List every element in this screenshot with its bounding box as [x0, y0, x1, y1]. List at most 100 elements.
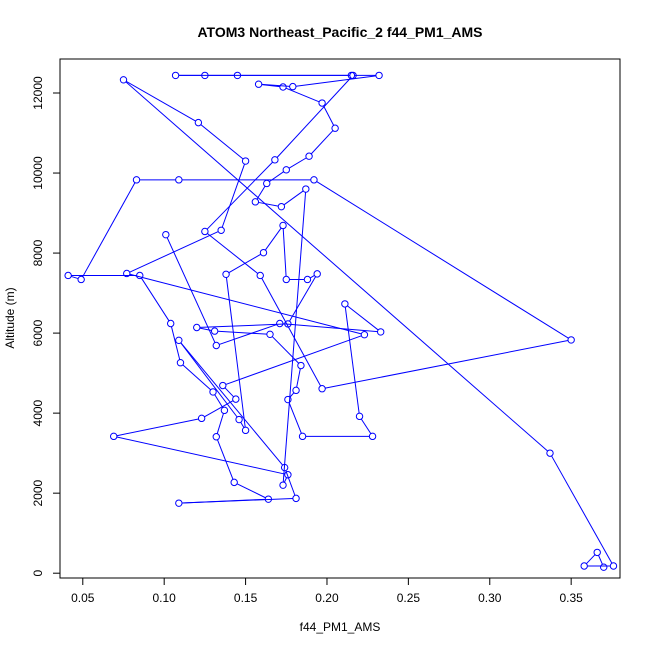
data-point: [271, 156, 279, 164]
series-segment: [204, 400, 234, 418]
data-point: [241, 157, 250, 165]
y-tick-label: 10000: [31, 156, 45, 190]
data-point: [600, 563, 608, 571]
data-point: [256, 271, 264, 280]
data-point: [259, 248, 268, 257]
y-axis: 0 2000 4000 6000 8000 10000 12000: [31, 76, 61, 577]
data-point: [292, 386, 300, 395]
data-point: [210, 327, 219, 335]
data-point: [201, 71, 209, 80]
y-tick-label: 8000: [31, 239, 45, 266]
data-point: [546, 449, 554, 457]
series-segment: [276, 77, 352, 158]
x-tick-label: 0.25: [397, 591, 421, 605]
series-segment: [71, 275, 79, 280]
series-segment: [170, 326, 181, 360]
series-segment: [586, 554, 596, 565]
data-point: [136, 271, 144, 280]
series-segment: [261, 83, 290, 87]
data-point: [349, 71, 357, 80]
data-point: [194, 118, 203, 127]
series-segment: [283, 477, 287, 483]
data-point: [197, 414, 206, 423]
data-point: [201, 227, 209, 236]
data-point: [209, 388, 217, 396]
series-segment: [116, 418, 199, 437]
y-tick-label: 12000: [31, 76, 45, 110]
series-segment: [225, 277, 246, 428]
series-segment: [316, 181, 569, 339]
data-point: [123, 269, 131, 278]
data-point: [119, 76, 128, 84]
series-segment: [126, 80, 196, 122]
data-point: [235, 415, 243, 424]
data-point: [110, 432, 118, 441]
data-point: [318, 99, 326, 107]
data-point: [310, 176, 318, 184]
series-segment: [166, 237, 216, 343]
data-point: [355, 412, 364, 421]
data-point: [298, 432, 307, 441]
series-segment: [283, 190, 304, 206]
data-point: [305, 152, 313, 160]
y-axis-label: Altitude (m): [3, 287, 17, 348]
x-tick-label: 0.35: [559, 591, 583, 605]
data-point: [297, 361, 305, 370]
data-point: [368, 432, 377, 441]
series-segment: [214, 394, 224, 408]
data-point: [313, 270, 321, 278]
data-point: [241, 426, 250, 435]
y-tick-label: 0: [31, 570, 45, 577]
series-segment: [256, 185, 266, 200]
series-segment: [236, 483, 266, 499]
x-axis: 0.05 0.10 0.15 0.20 0.25 0.30 0.35: [71, 577, 583, 605]
data-point: [609, 562, 618, 570]
series-segment: [551, 455, 613, 564]
data-point: [376, 328, 385, 336]
series-segment: [285, 470, 296, 496]
series-segment: [182, 498, 293, 504]
series-segment: [116, 436, 285, 475]
data-point: [175, 336, 183, 345]
data-point: [279, 221, 287, 230]
y-tick-label: 2000: [31, 479, 45, 506]
series-segment: [216, 413, 224, 434]
x-tick-label: 0.15: [234, 591, 258, 605]
series-segment: [258, 201, 279, 207]
data-point: [222, 270, 230, 278]
data-point: [360, 331, 369, 339]
data-point: [233, 71, 242, 80]
data-point: [593, 548, 601, 557]
series-segment: [347, 305, 379, 331]
series-segment: [296, 368, 301, 388]
data-point: [220, 406, 229, 415]
series-segment: [129, 273, 362, 335]
series-layer: [64, 71, 618, 571]
data-point: [77, 275, 85, 284]
x-tick-label: 0.10: [153, 591, 177, 605]
series-segment: [271, 336, 300, 364]
series-segment: [200, 124, 244, 160]
series-segment: [207, 233, 259, 274]
data-point: [132, 176, 141, 184]
data-point: [277, 202, 286, 211]
data-point: [282, 275, 290, 284]
data-point: [284, 471, 292, 479]
series-segment: [206, 161, 274, 230]
x-tick-label: 0.30: [478, 591, 502, 605]
series-segment: [264, 227, 282, 251]
series-segment: [323, 105, 335, 126]
data-point: [266, 330, 274, 339]
series-segment: [288, 157, 307, 169]
data-point: [166, 319, 175, 328]
data-point: [175, 499, 183, 507]
data-point: [171, 71, 180, 80]
data-point: [280, 463, 289, 472]
series-segment: [216, 439, 234, 480]
data-point: [217, 226, 225, 234]
y-tick-label: 4000: [31, 399, 45, 426]
data-point: [331, 124, 339, 132]
series-segment: [282, 323, 378, 333]
series-segment: [289, 276, 317, 322]
data-point: [193, 323, 201, 332]
